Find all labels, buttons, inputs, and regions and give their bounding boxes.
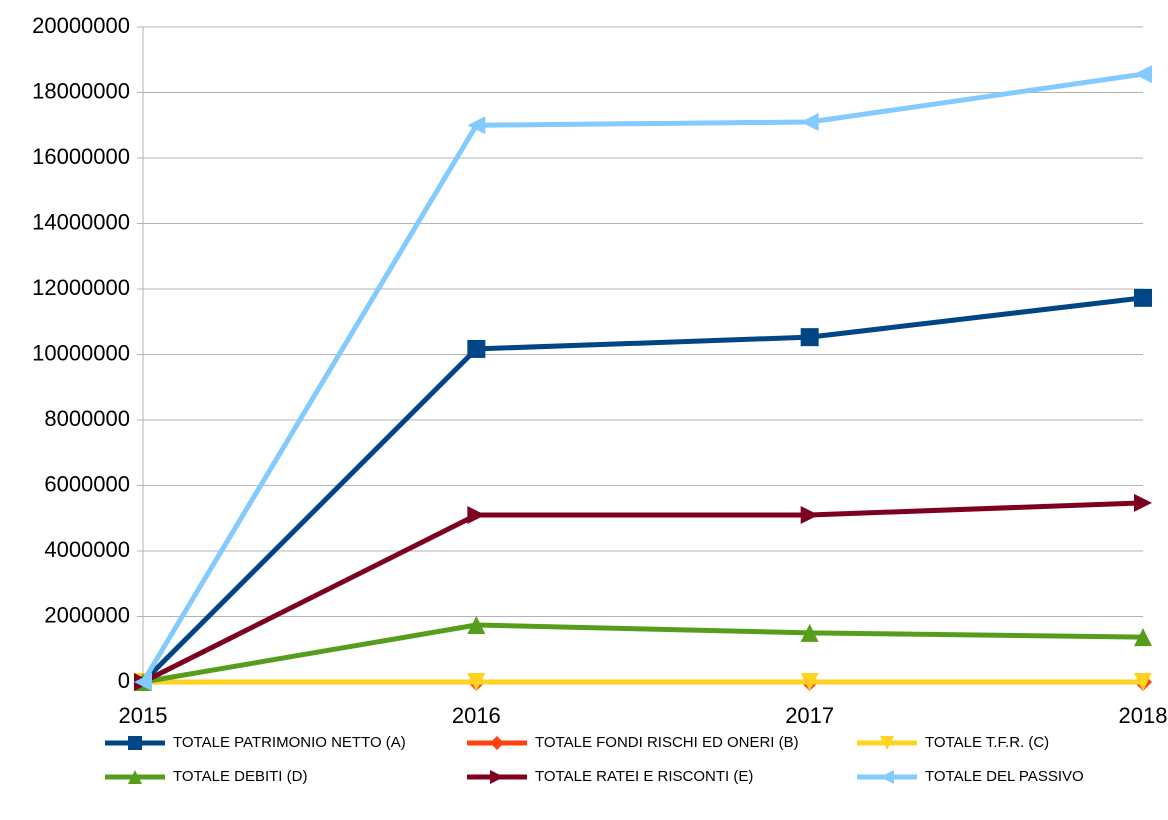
x-tick-label: 2018 (1119, 703, 1168, 728)
marker (467, 505, 486, 524)
x-tick-label: 2017 (785, 703, 834, 728)
x-tick-label: 2016 (452, 703, 501, 728)
marker (467, 116, 486, 135)
y-tick-label: 8000000 (44, 406, 130, 431)
y-tick-label: 2000000 (44, 602, 130, 627)
y-tick-label: 12000000 (32, 275, 130, 300)
y-tick-label: 18000000 (32, 78, 130, 103)
marker (128, 770, 142, 784)
y-tick-label: 14000000 (32, 209, 130, 234)
marker (467, 673, 486, 691)
marker (800, 328, 819, 347)
legend-label: TOTALE T.F.R. (C) (925, 734, 1049, 751)
marker (880, 736, 894, 750)
marker (800, 112, 819, 131)
marker (800, 673, 819, 691)
marker (1134, 65, 1152, 84)
series-line (141, 295, 1144, 684)
marker (128, 736, 142, 750)
marker (467, 339, 486, 358)
series-line (141, 500, 1144, 685)
y-tick-label: 10000000 (32, 340, 130, 365)
marker (1134, 493, 1152, 512)
legend-label: TOTALE FONDI RISCHI ED ONERI (B) (535, 734, 799, 751)
series-line (140, 71, 1144, 684)
marker (880, 770, 894, 784)
marker (1134, 288, 1152, 307)
marker (1134, 628, 1152, 647)
y-tick-label: 6000000 (44, 471, 130, 496)
x-tick-label: 2015 (119, 703, 168, 728)
marker (800, 505, 819, 524)
legend-label: TOTALE RATEI E RISCONTI (E) (535, 768, 753, 785)
marker (490, 736, 504, 750)
y-tick-label: 20000000 (32, 13, 130, 38)
marker (1134, 673, 1152, 691)
marker (134, 673, 152, 691)
legend-label: TOTALE DEL PASSIVO (925, 768, 1084, 785)
legend-label: TOTALE PATRIMONIO NETTO (A) (173, 734, 406, 751)
series-line (142, 622, 1144, 685)
y-tick-label: 4000000 (44, 537, 130, 562)
marker (800, 623, 819, 642)
marker (467, 616, 486, 635)
marker (490, 770, 504, 784)
y-tick-label: 16000000 (32, 144, 130, 169)
legend-label: TOTALE DEBITI (D) (173, 768, 307, 785)
y-tick-label: 0 (118, 668, 130, 693)
